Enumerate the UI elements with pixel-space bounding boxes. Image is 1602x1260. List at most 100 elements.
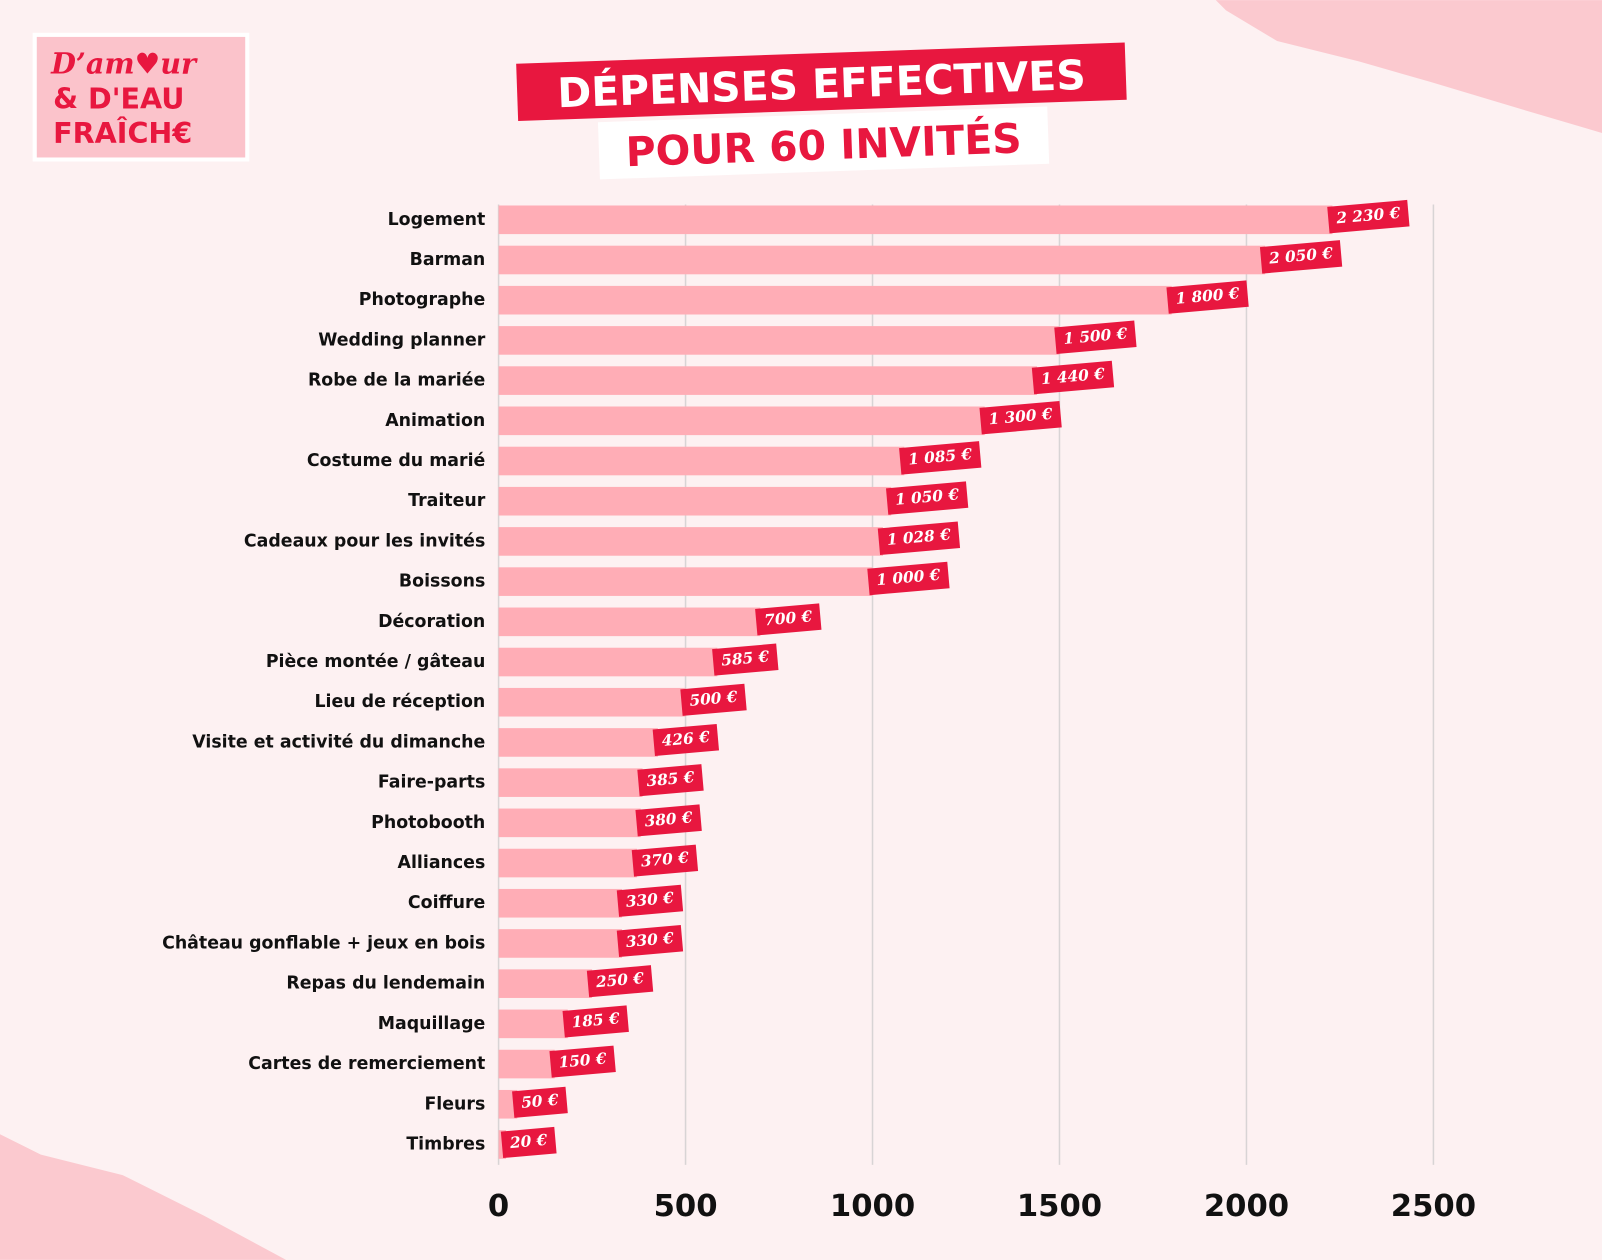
value-label-bg	[680, 683, 747, 716]
value-label-text: 185 €	[571, 1009, 621, 1031]
bar	[498, 1009, 568, 1039]
y-tick-label: Maquillage	[378, 1014, 486, 1034]
bar	[498, 567, 873, 596]
x-tick-label: 500	[654, 1189, 718, 1224]
value-label-text: 2 230 €	[1335, 204, 1402, 228]
value-label-bg	[586, 965, 654, 998]
value-label: 1 000 €	[867, 561, 950, 596]
value-label-bg	[512, 1086, 568, 1118]
value-label: 185 €	[562, 1005, 629, 1038]
bar	[498, 728, 658, 757]
value-label-bg	[867, 561, 950, 596]
value-label-bg	[549, 1045, 616, 1078]
x-tick-label: 1000	[830, 1189, 915, 1224]
value-label: 380 €	[635, 804, 702, 837]
value-label-text: 1 440 €	[1040, 365, 1106, 389]
value-label: 1 050 €	[885, 481, 969, 515]
y-tick-label: Photobooth	[371, 813, 485, 833]
y-tick-label: Repas du lendemain	[286, 974, 485, 994]
value-label-bg	[616, 924, 684, 958]
y-tick-label: Timbres	[406, 1134, 485, 1154]
value-label: 700 €	[755, 603, 822, 636]
y-tick-label: Coiffure	[408, 893, 485, 913]
value-label-bg	[652, 723, 720, 757]
value-label-text: 1 000 €	[876, 566, 942, 590]
value-label: 330 €	[616, 924, 684, 958]
y-tick-label: Robe de la mariée	[308, 371, 485, 391]
value-label-text: 426 €	[661, 728, 711, 750]
y-tick-label: Faire-parts	[378, 773, 485, 793]
value-label-text: 150 €	[558, 1050, 608, 1072]
value-label: 1 300 €	[979, 400, 1062, 435]
value-label-text: 50 €	[520, 1091, 559, 1112]
y-tick-label: Pièce montée / gâteau	[266, 652, 485, 672]
bar	[498, 768, 643, 797]
bar	[498, 527, 883, 556]
logo-box	[32, 32, 250, 162]
bar	[498, 1049, 555, 1079]
bar	[498, 486, 892, 516]
bar	[498, 366, 1038, 395]
value-label-bg	[877, 521, 961, 556]
value-label-bg	[637, 764, 704, 797]
bar	[498, 808, 641, 838]
value-label-bg	[631, 844, 699, 877]
value-label-bg	[1166, 280, 1249, 314]
y-tick-label: Décoration	[378, 612, 485, 632]
y-tick-label: Photographe	[359, 290, 486, 310]
value-label: 50 €	[512, 1086, 568, 1118]
value-label-bg	[635, 804, 702, 837]
value-label: 2 230 €	[1327, 199, 1410, 234]
value-label: 2 050 €	[1259, 240, 1343, 274]
value-label: 1 085 €	[899, 441, 982, 475]
x-tick-label: 2500	[1391, 1189, 1476, 1224]
y-tick-label: Barman	[410, 250, 486, 270]
value-label-bg	[500, 1126, 557, 1159]
value-label-bg	[1054, 320, 1137, 354]
y-tick-label: Boissons	[399, 572, 485, 592]
value-label-bg	[979, 400, 1062, 435]
logo-line: & D'EAU	[53, 81, 184, 115]
logo-line: D’am♥ur	[50, 47, 198, 81]
value-label-text: 250 €	[594, 969, 645, 991]
value-label: 385 €	[637, 764, 704, 797]
value-label-text: 1 800 €	[1175, 284, 1241, 308]
x-tick-label: 2000	[1204, 1189, 1289, 1224]
value-label-bg	[1327, 199, 1410, 234]
y-tick-label: Cartes de remerciement	[248, 1054, 485, 1074]
value-label: 20 €	[500, 1126, 557, 1159]
value-label: 250 €	[586, 965, 654, 998]
bar	[498, 929, 622, 958]
value-label-text: 370 €	[640, 849, 690, 871]
y-tick-label: Animation	[385, 411, 485, 431]
value-label-bg	[562, 1005, 629, 1038]
value-label: 1 800 €	[1166, 280, 1249, 314]
corner-decoration	[0, 1134, 287, 1260]
value-label-bg	[1259, 240, 1343, 274]
y-tick-label: Wedding planner	[318, 330, 486, 350]
y-tick-label: Costume du marié	[307, 451, 485, 471]
value-label-text: 1 028 €	[886, 525, 952, 549]
value-label-text: 20 €	[508, 1131, 548, 1152]
value-label: 1 028 €	[877, 521, 961, 556]
bar	[498, 848, 637, 878]
y-tick-label: Logement	[388, 210, 486, 230]
x-tick-label: 0	[488, 1189, 509, 1224]
bar	[498, 647, 718, 677]
bar	[498, 607, 761, 637]
value-label-text: 380 €	[644, 808, 694, 830]
y-tick-label: Château gonflable + jeux en bois	[162, 933, 485, 953]
y-tick-label: Visite et activité du dimanche	[192, 732, 485, 752]
value-label-bg	[616, 884, 684, 917]
value-label-text: 1 085 €	[908, 445, 974, 469]
value-label: 585 €	[712, 643, 779, 676]
value-label-bg	[1031, 360, 1115, 395]
bar	[498, 285, 1172, 315]
value-label-text: 700 €	[764, 607, 814, 629]
value-label-bg	[885, 481, 969, 515]
value-label-bg	[712, 643, 779, 676]
value-label-text: 330 €	[625, 889, 675, 911]
logo-line: FRAÎCH€	[53, 116, 192, 150]
bar	[498, 406, 985, 436]
title-bg	[516, 42, 1127, 121]
